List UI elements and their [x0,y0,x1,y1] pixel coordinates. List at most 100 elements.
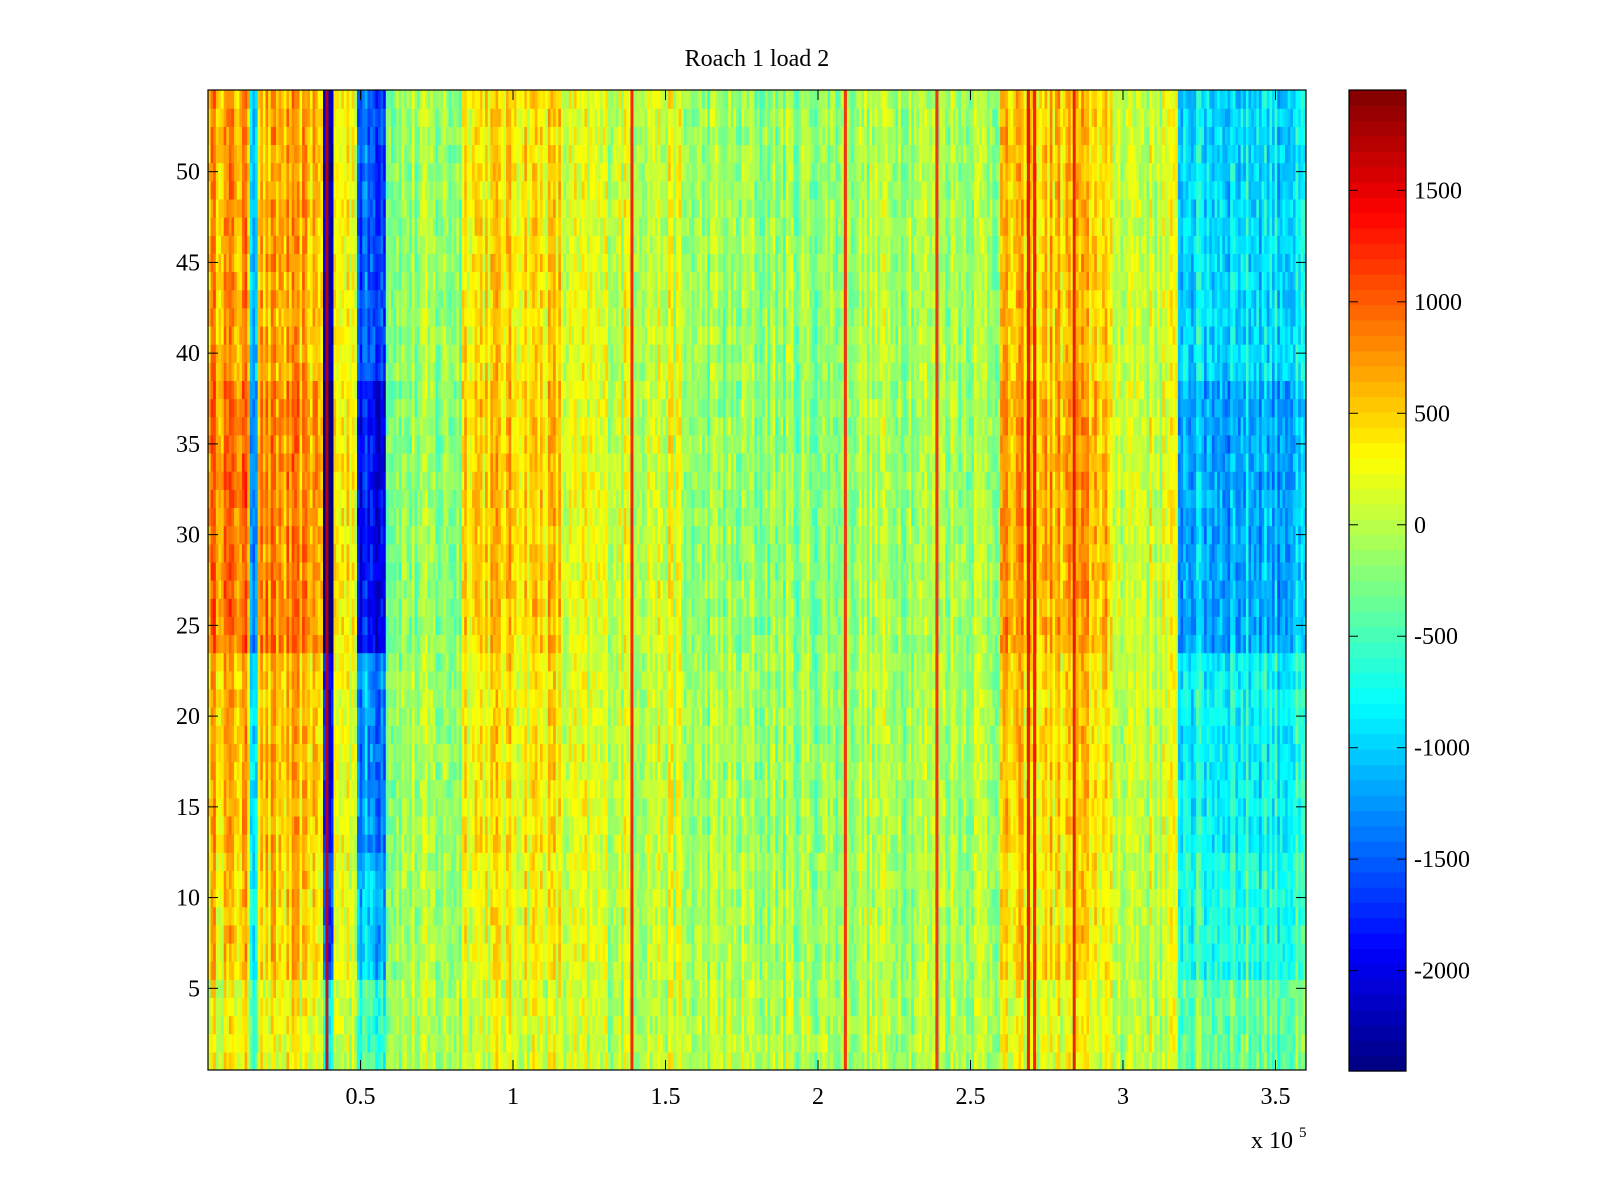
heatmap-cell [231,997,235,1017]
heatmap-cell [623,1033,627,1053]
heatmap-cell [602,1051,606,1070]
heatmap-cell [908,997,912,1017]
heatmap-cell [338,1033,342,1053]
heatmap-cell [767,1015,771,1035]
heatmap-cell [1049,1051,1054,1070]
heatmap-cell [652,979,656,999]
heatmap-cell [576,1015,580,1035]
heatmap-cell [817,997,821,1017]
heatmap-cell [840,979,844,999]
heatmap-cell [1177,1015,1182,1035]
heatmap-cell [540,979,544,999]
heatmap-cell [835,1015,839,1035]
heatmap-cell [673,997,677,1017]
heatmap-cell [427,1033,431,1053]
heatmap-cell [555,1015,559,1035]
heatmap-cell [244,1015,248,1035]
heatmap-cell [364,997,369,1017]
heatmap-cell [526,979,531,999]
heatmap-cell [749,1015,753,1035]
heatmap-cell [1227,979,1231,999]
heatmap-cell [1083,1051,1087,1070]
heatmap-cell [315,1051,319,1070]
heatmap-cell [670,1033,674,1053]
heatmap-cell [950,1015,954,1035]
heatmap-cell [647,1033,651,1053]
heatmap-cell [919,1051,923,1070]
heatmap-cell [1000,997,1004,1017]
heatmap-cell [885,997,889,1017]
heatmap-cell [872,979,876,999]
heatmap-cell [892,1015,897,1035]
heatmap-cell [568,1051,572,1070]
heatmap-cell [1232,979,1237,999]
heatmap-cell [1055,997,1059,1017]
heatmap-cell [330,997,335,1017]
heatmap-cell [1102,979,1106,999]
heatmap-cell [1256,997,1260,1017]
heatmap-cell [1269,1033,1273,1053]
heatmap-cell [391,1051,395,1070]
heatmap-cell [440,1051,444,1070]
heatmap-cell [349,1015,353,1035]
heatmap-cell [218,1015,222,1035]
heatmap-cell [798,979,803,999]
heatmap-cell [228,1033,233,1053]
heatmap-cell [1162,979,1166,999]
heatmap-cell [913,997,918,1017]
heatmap-cell [736,979,740,999]
heatmap-cell [670,997,674,1017]
heatmap-cell [728,979,732,999]
heatmap-cell [364,1051,369,1070]
heatmap-cell [911,979,915,999]
heatmap-cell [574,997,578,1017]
heatmap-cell [563,1033,567,1053]
heatmap-cell [1240,997,1244,1017]
heatmap-cell [208,1033,212,1053]
heatmap-cell [686,1051,690,1070]
heatmap-cell [856,979,860,999]
heatmap-cell [851,997,855,1017]
heatmap-cell [1209,1051,1213,1070]
heatmap-cell [775,997,779,1017]
heatmap-cell [963,1033,967,1053]
heatmap-cell [754,1051,758,1070]
heatmap-cell [500,1015,505,1035]
heatmap-cell [725,979,729,999]
heatmap-cell [1177,1033,1182,1053]
heatmap-cell [474,1051,478,1070]
heatmap-cell [1096,1015,1101,1035]
heatmap-cell [1068,1015,1072,1035]
heatmap-cell [542,997,546,1017]
heatmap-cell [338,1051,342,1070]
heatmap-cell [1235,979,1239,999]
heatmap-cell [1149,1033,1153,1053]
heatmap-cell [466,979,471,999]
heatmap-cell [822,979,826,999]
heatmap-cell [655,1015,659,1035]
heatmap-cell [584,997,588,1017]
heatmap-cell [1300,997,1304,1017]
heatmap-cell [221,1051,225,1070]
heatmap-cell [1253,1033,1257,1053]
heatmap-cell [456,997,460,1017]
heatmap-cell [422,997,426,1017]
heatmap-cell [1222,997,1226,1017]
heatmap-cell [1109,997,1114,1017]
heatmap-cell [1183,1051,1187,1070]
heatmap-cell [275,979,280,999]
heatmap-cell [524,1015,528,1035]
heatmap-cell [869,1051,873,1070]
heatmap-cell [427,979,431,999]
heatmap-cell [987,1033,991,1053]
heatmap-cell [665,1015,669,1035]
heatmap-cell [241,1015,246,1035]
heatmap-cell [780,1051,784,1070]
heatmap-cell [699,979,703,999]
heatmap-cell [804,979,808,999]
heatmap-cell [615,1051,620,1070]
heatmap-cell [874,997,878,1017]
heatmap-cell [994,979,999,999]
heatmap-cell [461,1015,465,1035]
heatmap-cell [1005,1051,1009,1070]
